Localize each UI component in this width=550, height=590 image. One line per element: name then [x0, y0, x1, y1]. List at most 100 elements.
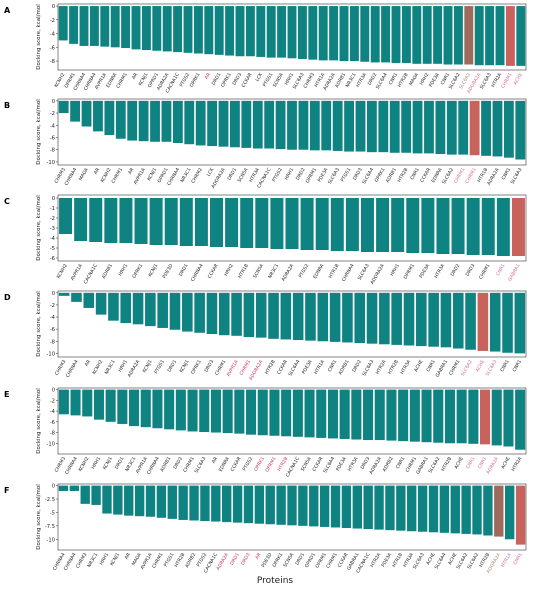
bar [117, 389, 128, 424]
bar [327, 389, 338, 439]
x-tick-label: PDE3D [161, 263, 174, 280]
bar [178, 485, 188, 520]
bar [161, 100, 172, 142]
bar [255, 292, 267, 338]
bar [292, 292, 304, 341]
x-tick-label: ADRB1 [337, 359, 350, 376]
bar [515, 389, 526, 450]
x-tick-label: ADRA2A [127, 358, 142, 378]
x-tick-label: OPRM1 [305, 167, 318, 184]
x-tick-label: KCNJ1 [109, 552, 121, 567]
x-tick-label: HTR1A [500, 551, 513, 568]
x-tick-label: NR3C1 [104, 359, 117, 376]
x-tick-label: HRH1 [389, 263, 401, 277]
y-tick-label: 0 [52, 4, 55, 10]
x-tick-label: AVPR1A [226, 358, 241, 377]
bar [379, 292, 390, 345]
bar [58, 292, 70, 296]
bar [71, 292, 82, 302]
bar [246, 389, 257, 435]
bar [363, 389, 374, 441]
x-tick-label: ADRB1 [159, 456, 172, 473]
x-tick-label: OPRK1 [131, 263, 144, 280]
y-tick-label: -5 [50, 510, 55, 516]
bar [352, 485, 362, 529]
bar [83, 292, 95, 308]
y-tick-label: -8 [50, 339, 55, 345]
x-tick-label: CCKAR [276, 358, 289, 375]
x-tick-label: HRH1 [99, 552, 111, 566]
x-tick-label: KCNJ1 [179, 359, 191, 374]
bar [355, 100, 366, 152]
x-tick-label: DRD2 [172, 456, 184, 470]
y-tick-label: -4 [50, 123, 56, 129]
bar [140, 389, 151, 428]
x-tick-label: DRD2 [367, 72, 379, 86]
bar [210, 198, 223, 247]
x-tick-label: GABRA1 [507, 263, 522, 282]
x-tick-label: SLC6A4 [287, 359, 301, 377]
bar [134, 485, 145, 517]
bar [444, 389, 455, 444]
bar [385, 485, 395, 531]
bar [494, 485, 504, 537]
x-tick-label: HTR3A [347, 455, 360, 472]
x-tick-label: DRD3 [465, 263, 477, 277]
bar [172, 100, 183, 143]
x-tick-label: CNR1 [477, 456, 489, 470]
x-tick-label: SCN5A [282, 551, 295, 568]
x-tick-label: MAOA [408, 71, 420, 87]
x-tick-label: HTR1A [313, 358, 326, 375]
bar [167, 485, 177, 519]
bar [451, 198, 465, 254]
x-tick-label: KCNH2 [56, 263, 69, 280]
x-tick-label: SCN5A [252, 262, 265, 279]
bar [308, 6, 318, 60]
x-tick-label: CHRM1 [214, 359, 228, 377]
x-tick-label: AR [93, 166, 102, 175]
bar [115, 100, 126, 139]
bar [495, 6, 505, 66]
bar [104, 100, 115, 136]
bar [108, 292, 119, 321]
x-tick-label: CHRM1 [239, 359, 253, 377]
bar [89, 6, 99, 46]
x-tick-label: SLC6A3 [484, 359, 498, 377]
bar [70, 100, 81, 122]
x-tick-label: ACHE [513, 72, 525, 86]
x-tick-label: HRH1 [284, 72, 296, 86]
x-tick-label: HRH2 [419, 72, 431, 86]
bar [200, 485, 210, 522]
bar [315, 198, 329, 250]
x-tick-label: AR [127, 166, 136, 175]
panel-label: E [4, 390, 9, 399]
x-tick-label: ACHE [447, 552, 459, 566]
bar [149, 198, 163, 245]
bar [152, 389, 163, 429]
bar [182, 292, 193, 332]
x-tick-label: ADORA2A [369, 262, 386, 285]
bar [214, 6, 224, 55]
bar [466, 198, 480, 255]
bar [433, 389, 444, 443]
bar [141, 6, 151, 51]
bar [121, 6, 131, 48]
x-tick-label: CCKAR [241, 71, 254, 88]
x-tick-label: CHRM1 [110, 167, 124, 185]
y-tick-label: -10 [47, 441, 55, 447]
bar [164, 389, 175, 430]
bar [321, 100, 332, 151]
x-tick-label: CHRM3 [75, 552, 89, 570]
bar [389, 100, 400, 153]
bar [342, 292, 353, 343]
bar [309, 485, 319, 527]
x-tick-label: KCNJ1 [147, 263, 159, 278]
x-tick-label: CHRM1 [448, 359, 462, 377]
bar [351, 389, 362, 440]
bar [58, 389, 69, 415]
bar [81, 100, 92, 127]
bar [164, 198, 178, 245]
x-tick-label: EDNRA [312, 262, 326, 280]
bar [489, 292, 501, 352]
bar [232, 485, 243, 523]
